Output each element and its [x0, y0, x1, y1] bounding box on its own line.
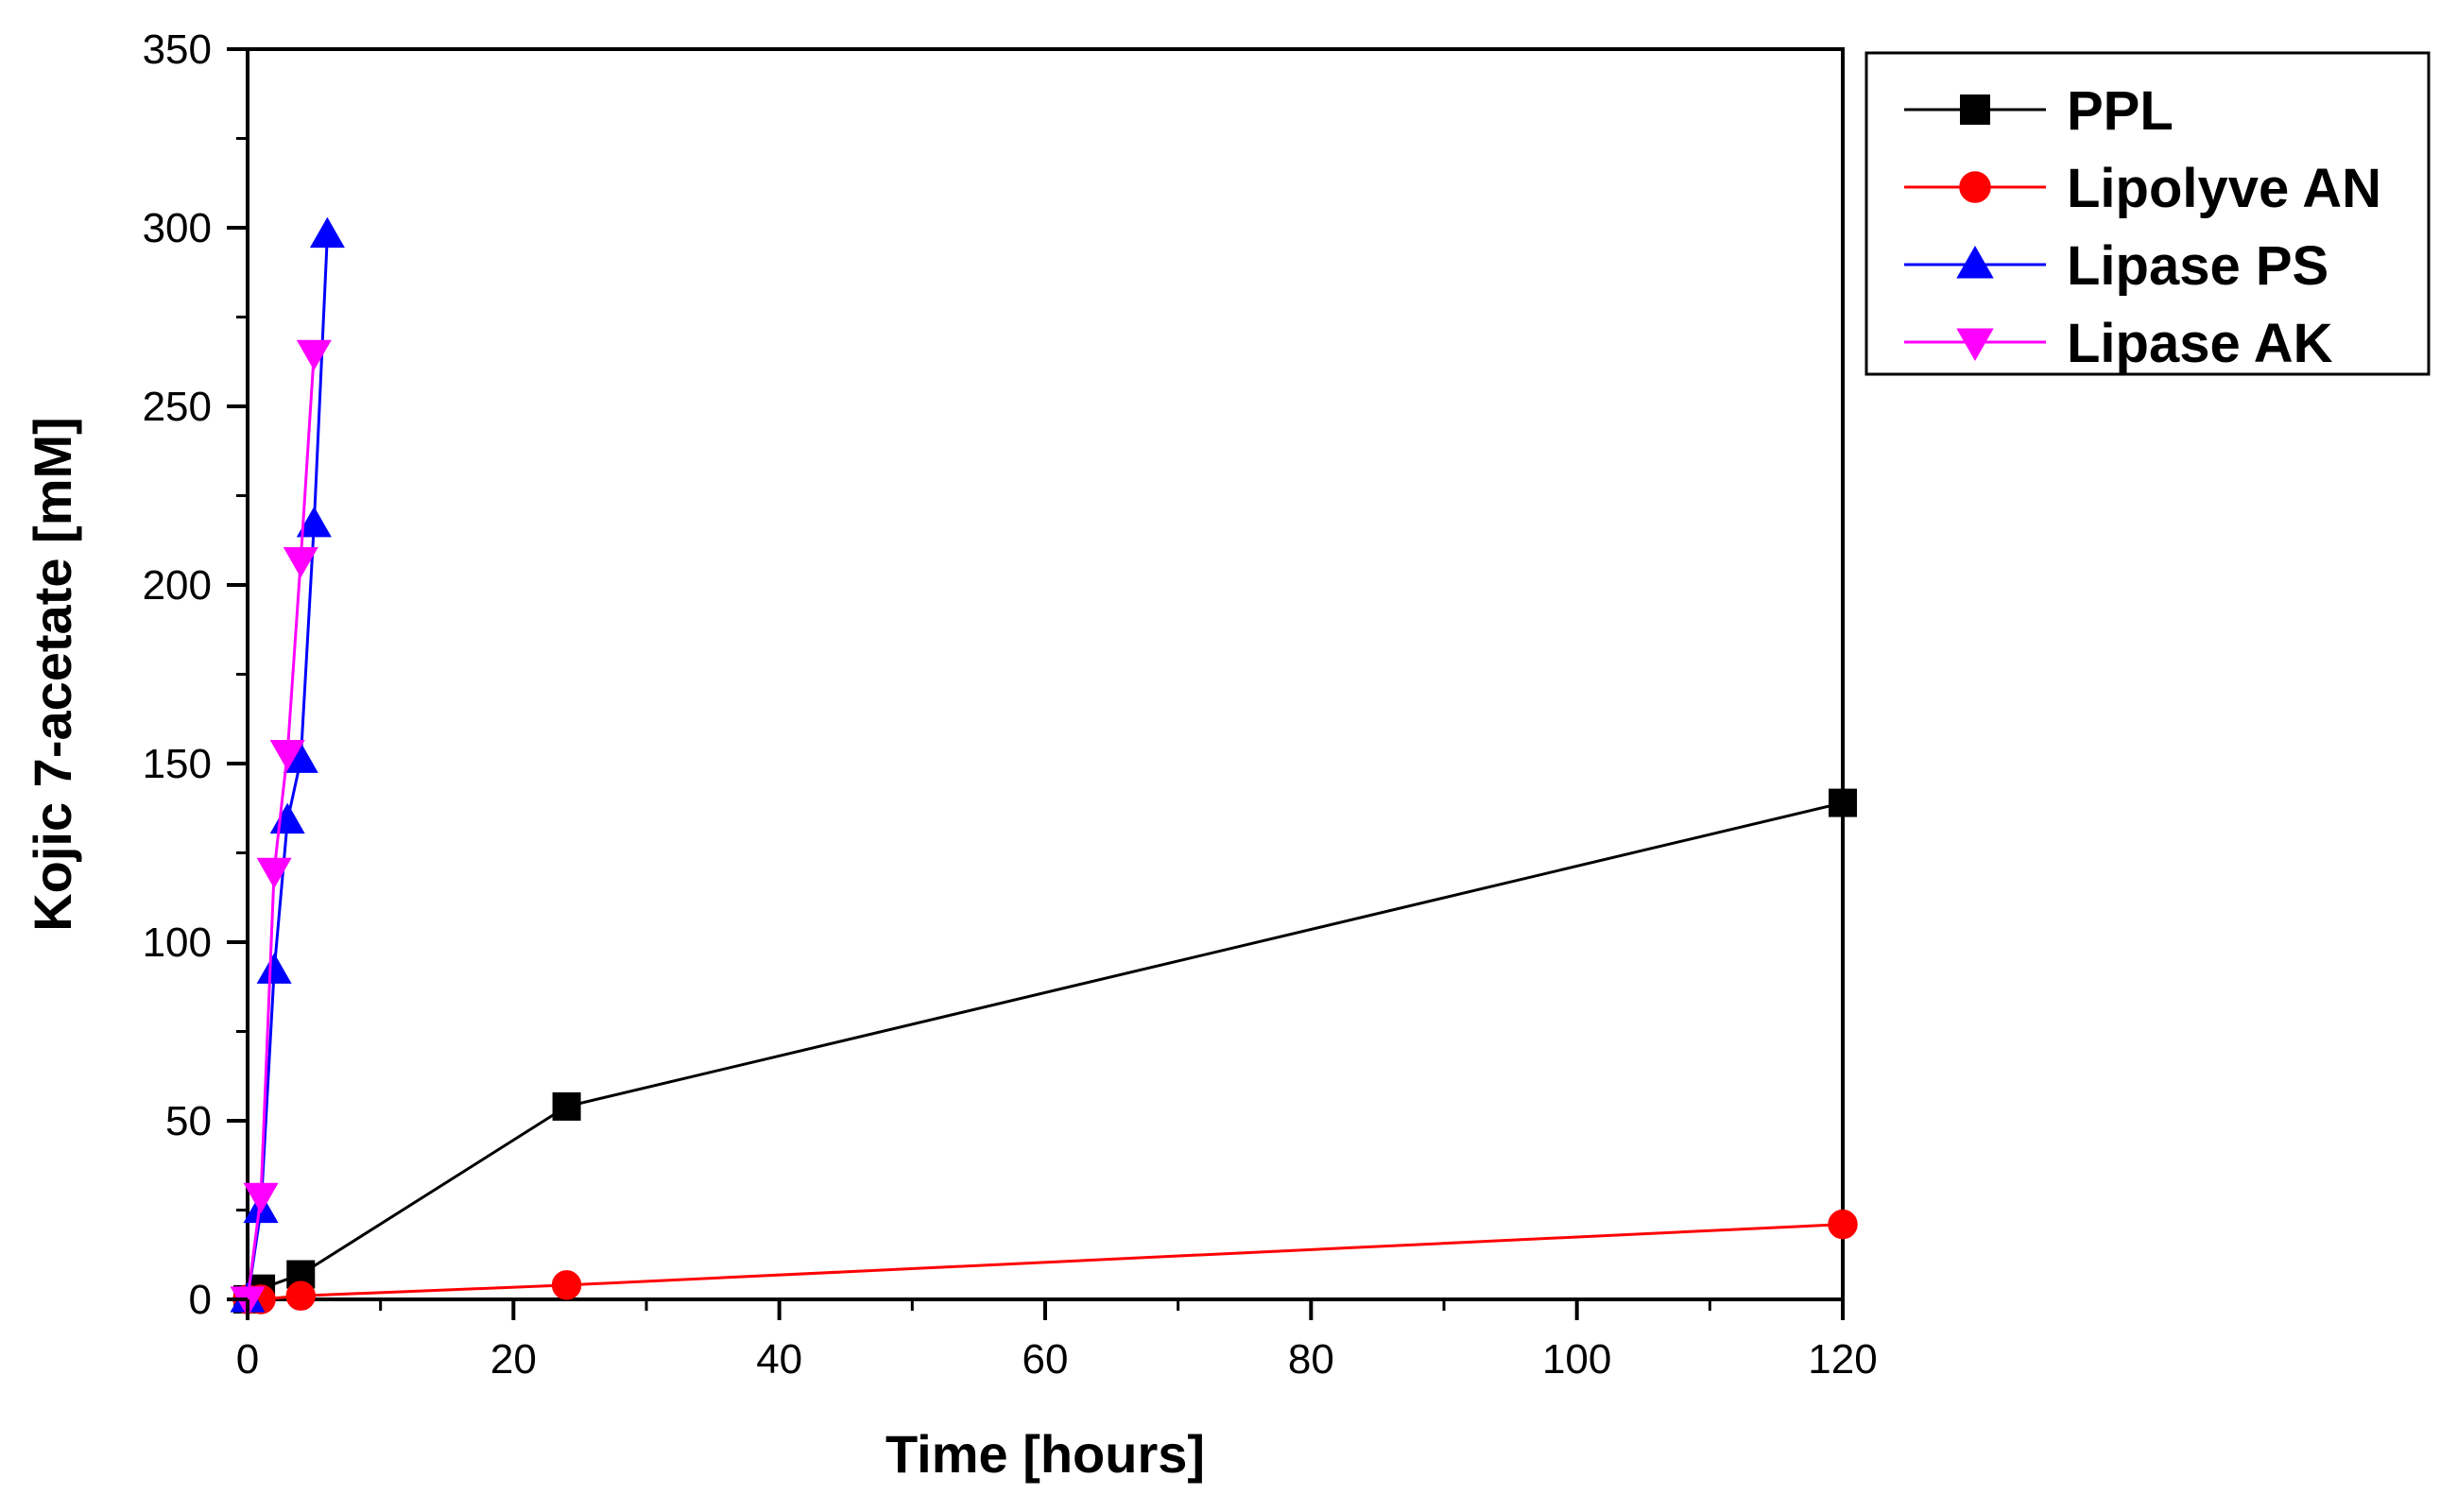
series-lipase-ak	[230, 339, 332, 1317]
data-point-lipase-ak	[243, 1182, 279, 1214]
legend-marker	[1959, 171, 1991, 203]
y-axis-title: Kojic 7-acetate [mM]	[23, 417, 82, 932]
legend-marker	[1956, 328, 1994, 362]
x-tick-label: 120	[1808, 1336, 1877, 1383]
series-line-lipolyve-an	[248, 1223, 1844, 1301]
plot-frame	[246, 47, 1845, 1301]
legend-item-lipolyve-an: Lipolyve AN	[1904, 158, 2381, 219]
y-tick-label: 200	[143, 562, 212, 609]
x-tick-label: 100	[1542, 1336, 1611, 1383]
y-tick-label: 250	[143, 384, 212, 430]
series-line-ppl	[247, 801, 1844, 1301]
data-point-lipase-ak	[256, 857, 292, 889]
y-tick-label: 50	[165, 1098, 212, 1144]
data-point-lipase-ak	[269, 740, 305, 771]
data-point-lipase-ps	[309, 216, 345, 249]
data-point-ppl	[552, 1091, 581, 1121]
legend-item-lipase-ak: Lipase AK	[1904, 313, 2333, 374]
x-tick-label: 80	[1288, 1336, 1334, 1383]
x-tick-label: 20	[490, 1336, 537, 1383]
x-axis: 0 20 40 60 80 100 120	[236, 1299, 1878, 1383]
x-axis-title: Time [hours]	[885, 1424, 1205, 1484]
legend-item-ppl: PPL	[1904, 80, 2174, 142]
y-tick-label: 100	[143, 919, 212, 966]
x-tick-label: 40	[756, 1336, 802, 1383]
y-tick-label: 300	[143, 205, 212, 251]
y-tick-label: 350	[143, 26, 212, 73]
data-point-lipolyve-an	[1828, 1209, 1858, 1240]
data-point-lipolyve-an	[551, 1270, 582, 1300]
x-tick-label: 0	[236, 1336, 259, 1383]
legend-label: Lipolyve AN	[2067, 158, 2381, 219]
data-point-lipase-ps	[296, 506, 332, 538]
data-point-lipase-ps	[269, 802, 305, 834]
y-axis: 0 50 100 150 200 250 300 350	[143, 26, 248, 1323]
plot-area	[230, 47, 1858, 1317]
data-point-ppl	[1829, 788, 1857, 817]
legend-marker	[1960, 94, 1990, 125]
legend: PPL Lipolyve AN Lipase PS Lipase AK	[1864, 51, 2431, 376]
series-layer	[230, 216, 1858, 1317]
y-tick-label: 0	[189, 1277, 212, 1323]
x-tick-label: 60	[1022, 1336, 1069, 1383]
legend-label: Lipase AK	[2067, 313, 2333, 374]
data-point-lipase-ps	[256, 953, 292, 984]
y-tick-label: 150	[143, 741, 212, 787]
data-point-lipolyve-an	[285, 1280, 316, 1311]
legend-label: Lipase PS	[2067, 235, 2328, 297]
data-point-lipase-ak	[283, 546, 318, 578]
legend-item-lipase-ps: Lipase PS	[1904, 235, 2328, 297]
data-point-lipase-ak	[296, 339, 332, 371]
legend-label: PPL	[2067, 80, 2174, 142]
legend-marker	[1956, 245, 1994, 279]
series-line-lipase-ak	[246, 352, 316, 1300]
